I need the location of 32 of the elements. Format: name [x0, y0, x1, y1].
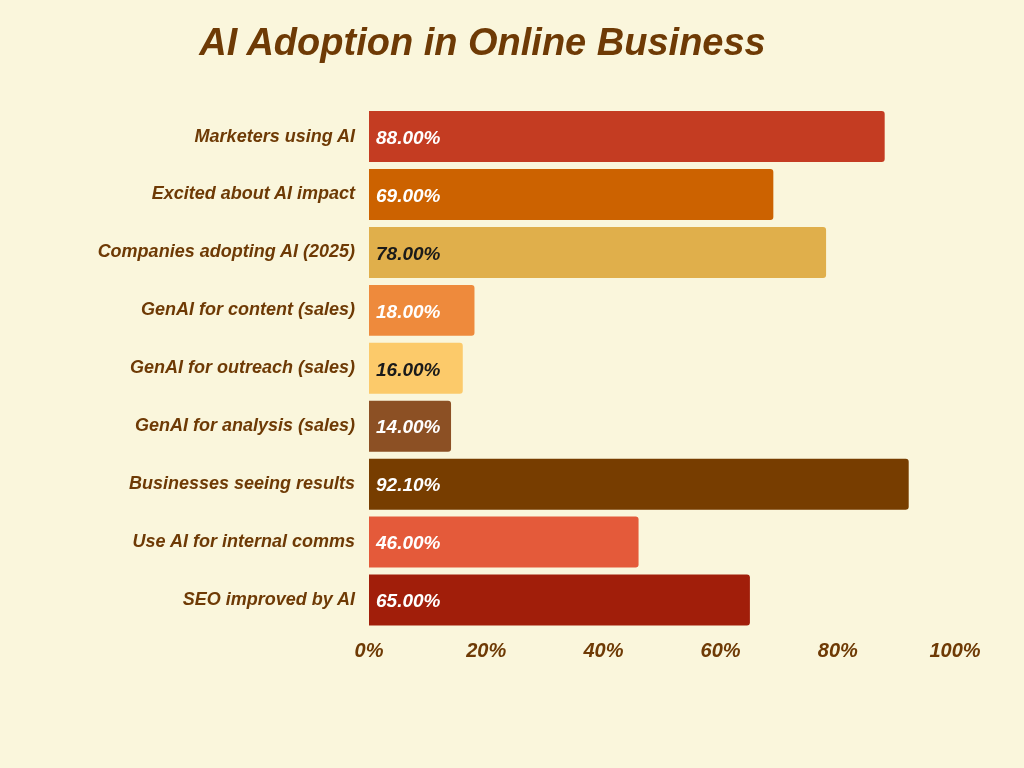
data-label: 92.10% — [376, 474, 441, 496]
bar — [369, 226, 827, 278]
x-tick-label: 60% — [700, 638, 741, 661]
y-tick-label: Marketers using AI — [194, 125, 356, 146]
x-tick-label: 40% — [582, 638, 624, 661]
y-tick-label: SEO improved by AI — [182, 589, 356, 609]
bar — [369, 458, 909, 510]
x-tick-label: 80% — [817, 638, 859, 661]
data-label: 46.00% — [375, 532, 441, 554]
data-label: 16.00% — [376, 358, 441, 380]
y-tick-label: Use AI for internal comms — [132, 531, 355, 552]
bar — [369, 516, 639, 568]
bar — [369, 574, 750, 626]
data-label: 78.00% — [376, 242, 441, 264]
bar — [369, 111, 885, 163]
x-tick-label: 100% — [929, 638, 981, 661]
data-label: 18.00% — [376, 300, 441, 322]
y-tick-label: GenAI for analysis (sales) — [134, 415, 355, 436]
y-tick-label: Excited about AI impact — [151, 183, 356, 204]
y-tick-label: Businesses seeing results — [128, 473, 355, 494]
x-tick-label: 0% — [354, 638, 384, 661]
data-label: 69.00% — [376, 184, 441, 206]
data-label: 14.00% — [376, 416, 441, 438]
bar — [369, 284, 475, 336]
chart-title: AI Adoption in Online Business — [198, 21, 766, 64]
y-tick-label: Companies adopting AI (2025) — [97, 241, 355, 262]
data-label: 65.00% — [376, 590, 441, 612]
y-tick-label: GenAI for outreach (sales) — [129, 357, 355, 378]
bar — [369, 169, 774, 220]
data-label: 88.00% — [376, 126, 441, 148]
y-tick-label: GenAI for content (sales) — [140, 299, 356, 320]
x-tick-label: 20% — [465, 638, 507, 661]
